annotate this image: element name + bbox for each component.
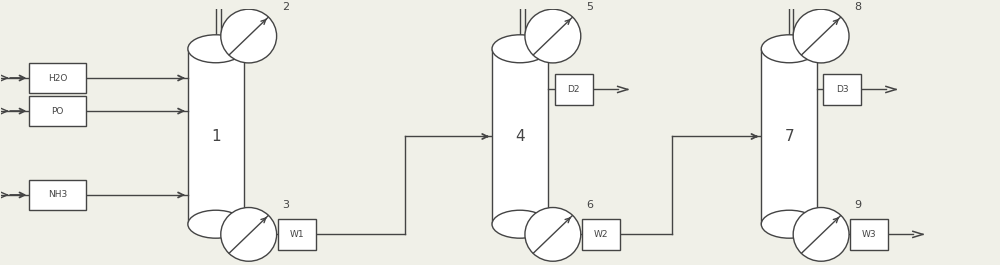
Text: 4: 4 (515, 129, 525, 144)
Text: 6: 6 (586, 200, 593, 210)
Bar (29, 96, 86, 126)
Text: 7: 7 (784, 129, 794, 144)
Ellipse shape (221, 9, 277, 63)
Bar (29, 180, 86, 210)
Ellipse shape (761, 210, 817, 238)
Text: 8: 8 (855, 2, 862, 12)
Text: W2: W2 (593, 230, 608, 239)
Text: 1: 1 (211, 129, 221, 144)
Bar (582, 219, 620, 250)
Ellipse shape (793, 9, 849, 63)
Text: 3: 3 (282, 200, 289, 210)
Text: NH3: NH3 (48, 191, 67, 200)
Text: 2: 2 (282, 2, 289, 12)
Ellipse shape (492, 210, 548, 238)
Text: 9: 9 (855, 200, 862, 210)
Ellipse shape (188, 35, 244, 63)
Bar (188, 49, 244, 224)
Ellipse shape (492, 35, 548, 63)
Bar (761, 49, 817, 224)
Bar (555, 74, 593, 105)
Text: PO: PO (52, 107, 64, 116)
Bar (29, 63, 86, 93)
Text: D3: D3 (836, 85, 848, 94)
Bar (492, 49, 548, 224)
Bar (278, 219, 316, 250)
Text: W1: W1 (289, 230, 304, 239)
Bar (850, 219, 888, 250)
Bar (823, 74, 861, 105)
Text: H2O: H2O (48, 73, 67, 82)
Text: D2: D2 (568, 85, 580, 94)
Text: W3: W3 (862, 230, 876, 239)
Text: 5: 5 (586, 2, 593, 12)
Ellipse shape (793, 207, 849, 261)
Ellipse shape (188, 210, 244, 238)
Ellipse shape (525, 9, 581, 63)
Ellipse shape (761, 35, 817, 63)
Ellipse shape (221, 207, 277, 261)
Ellipse shape (525, 207, 581, 261)
